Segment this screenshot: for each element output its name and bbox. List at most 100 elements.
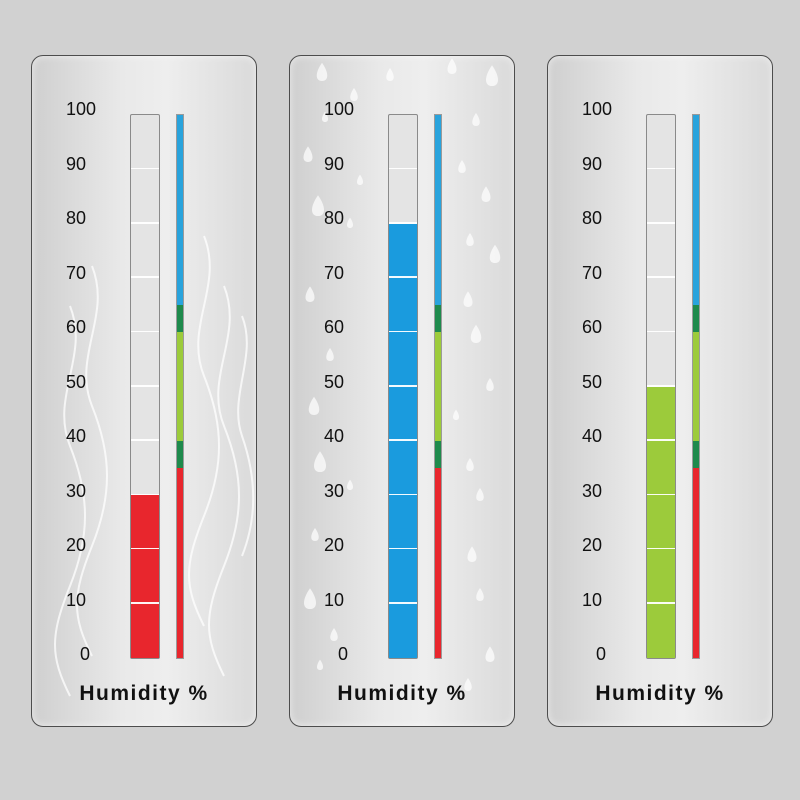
comfort-scale-bar bbox=[692, 114, 700, 659]
water-drop-icon bbox=[486, 65, 498, 86]
tube-grid-line bbox=[389, 547, 417, 550]
tick-label: 50 bbox=[324, 371, 345, 392]
scale-zone bbox=[177, 332, 183, 441]
humidity-gauge-normal: 100 90 80 70 60 50 40 30 20 10 0 Humidity % bbox=[547, 55, 773, 727]
tube-grid-line bbox=[389, 276, 417, 278]
tube-grid-line bbox=[647, 330, 675, 333]
tick-label: 100 bbox=[582, 99, 613, 119]
tick-label: 70 bbox=[66, 262, 87, 283]
tick-label: 0 bbox=[80, 644, 91, 664]
tube-grid-line bbox=[647, 167, 675, 170]
water-drop-icon bbox=[466, 233, 474, 246]
tube-grid-line bbox=[647, 439, 675, 441]
water-drop-icon bbox=[314, 451, 326, 472]
water-drop-icon bbox=[472, 113, 480, 126]
tick-label: 80 bbox=[324, 208, 345, 228]
humidity-level-fill bbox=[647, 386, 675, 658]
tick-label: 60 bbox=[66, 317, 87, 337]
tube-grid-line bbox=[647, 493, 675, 496]
water-drop-icon bbox=[312, 195, 324, 216]
scale-zone bbox=[177, 305, 183, 333]
tick-label: 20 bbox=[324, 535, 345, 555]
scale-zone bbox=[177, 115, 183, 306]
tick-label: 90 bbox=[66, 153, 87, 174]
tube-grid-line bbox=[389, 330, 417, 333]
water-drop-icon bbox=[316, 62, 328, 81]
water-drop-icon bbox=[485, 646, 495, 662]
water-drop-icon bbox=[304, 588, 316, 609]
tick-label: 100 bbox=[66, 99, 97, 119]
water-drop-icon bbox=[308, 396, 320, 415]
tube-grid-line bbox=[389, 493, 417, 496]
water-drop-icon bbox=[303, 146, 313, 162]
water-drop-icon bbox=[458, 160, 466, 173]
water-drop-icon bbox=[486, 378, 494, 391]
scale-zone bbox=[435, 332, 441, 441]
humidity-gauge-wet: 100 90 80 70 60 50 40 30 20 10 0 Humidity % bbox=[289, 55, 515, 727]
water-drop-icon bbox=[447, 58, 457, 74]
tube-grid-line bbox=[131, 222, 159, 224]
water-drop-icon bbox=[470, 324, 482, 343]
tick-label: 0 bbox=[338, 644, 349, 664]
tick-label: 60 bbox=[582, 317, 603, 337]
tube-grid-line bbox=[389, 222, 417, 224]
tick-label: 40 bbox=[66, 426, 87, 446]
tube-grid-line bbox=[131, 385, 159, 387]
tick-label: 30 bbox=[582, 480, 603, 501]
tick-label: 10 bbox=[66, 589, 87, 610]
water-drop-icon bbox=[453, 409, 459, 420]
tube-grid-line bbox=[131, 493, 159, 496]
tick-label: 50 bbox=[582, 371, 603, 392]
tube-grid-line bbox=[647, 385, 675, 387]
water-drop-icon bbox=[467, 546, 477, 562]
tube-grid-line bbox=[647, 222, 675, 224]
tube-grid-line bbox=[647, 602, 675, 604]
tick-label: 0 bbox=[596, 644, 607, 664]
tick-label: 40 bbox=[582, 426, 603, 446]
tick-label: 10 bbox=[324, 589, 345, 610]
water-drop-icon bbox=[476, 588, 484, 601]
tube-grid-line bbox=[389, 167, 417, 170]
tick-label: 70 bbox=[324, 262, 345, 283]
humidity-tube bbox=[646, 114, 676, 659]
tube-grid-line bbox=[647, 276, 675, 278]
humidity-tube bbox=[388, 114, 418, 659]
tick-label: 20 bbox=[66, 535, 87, 555]
tube-grid-line bbox=[131, 276, 159, 278]
scale-zone bbox=[435, 467, 441, 658]
water-drop-icon bbox=[463, 291, 473, 307]
water-drop-icon bbox=[317, 659, 323, 670]
tick-label: 40 bbox=[324, 426, 345, 446]
water-drop-icon bbox=[357, 174, 363, 185]
scale-zone bbox=[435, 440, 441, 468]
gauge-caption: Humidity % bbox=[595, 682, 725, 705]
tube-grid-line bbox=[647, 547, 675, 550]
tube-grid-line bbox=[131, 330, 159, 333]
tube-grid-line bbox=[131, 439, 159, 441]
tube-grid-line bbox=[389, 439, 417, 441]
water-drop-icon bbox=[305, 286, 315, 302]
water-drop-icon bbox=[476, 488, 484, 501]
tube-grid-line bbox=[131, 547, 159, 550]
scale-zone bbox=[435, 115, 441, 306]
tick-label: 90 bbox=[582, 153, 603, 174]
humidity-level-fill bbox=[131, 495, 159, 658]
tube-grid-line bbox=[389, 602, 417, 604]
humidity-gauge-dry: 100 90 80 70 60 50 40 30 20 10 0 Humidity % bbox=[31, 55, 257, 727]
humidity-tube bbox=[130, 114, 160, 659]
water-drop-icon bbox=[466, 458, 474, 471]
tick-label: 100 bbox=[324, 99, 355, 119]
water-drop-icon bbox=[489, 244, 501, 263]
tick-label: 90 bbox=[324, 153, 345, 174]
gauge-caption: Humidity % bbox=[79, 682, 209, 705]
scale-zone bbox=[693, 305, 699, 333]
tick-label: 80 bbox=[66, 208, 87, 228]
tick-label: 10 bbox=[582, 589, 603, 610]
scale-zone bbox=[177, 467, 183, 658]
water-drop-icon bbox=[386, 68, 394, 81]
comfort-scale-bar bbox=[434, 114, 442, 659]
tick-label: 80 bbox=[582, 208, 603, 228]
tube-grid-line bbox=[131, 602, 159, 604]
tick-label: 70 bbox=[582, 262, 603, 283]
tick-label: 50 bbox=[66, 371, 87, 392]
